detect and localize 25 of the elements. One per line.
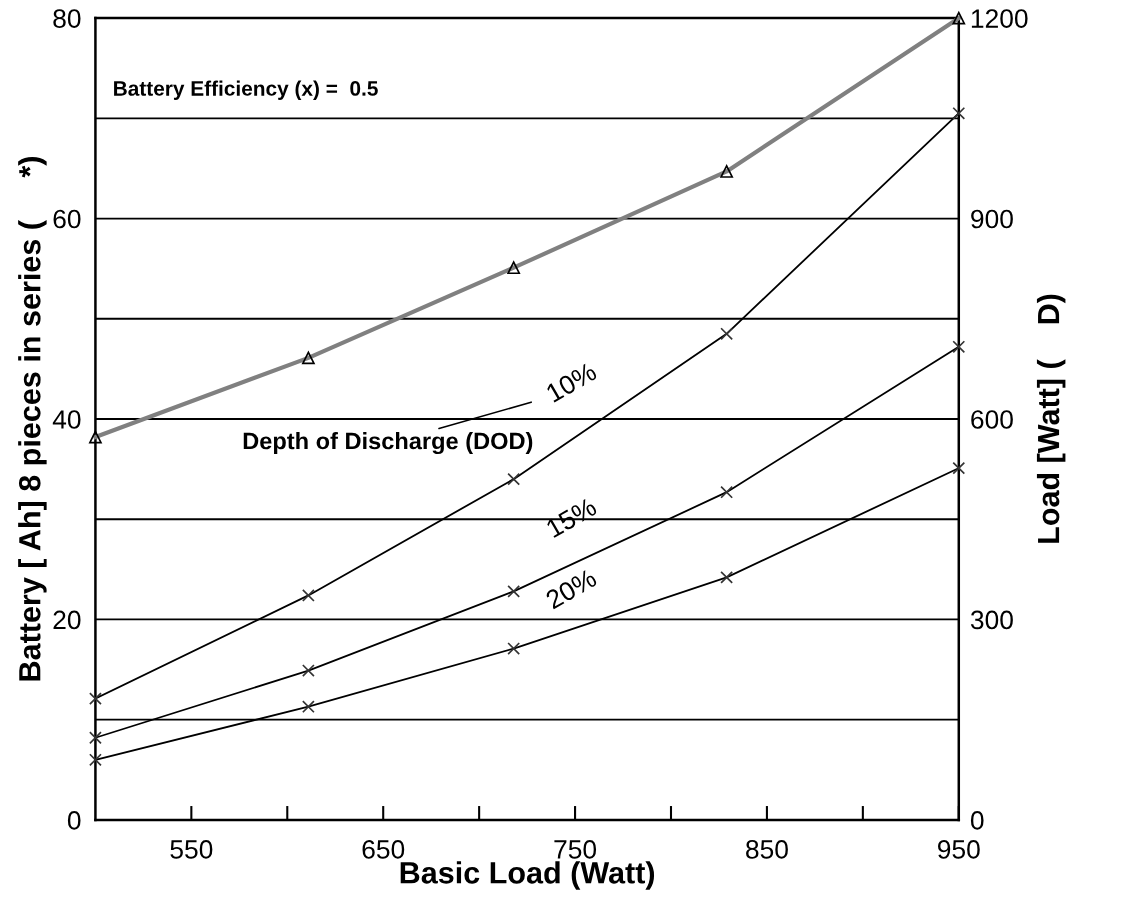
y2-axis-title: Load [Watt] ( D) [1036, 294, 1066, 543]
annotation: Depth of Discharge (DOD) [243, 432, 533, 455]
x-tick-label: 550 [170, 840, 213, 859]
y-tick-label: 0 [67, 811, 81, 830]
text: 20% [544, 568, 598, 610]
y2-tick-label: 300 [970, 610, 1013, 630]
y-axis-title: Battery [ Ah] 8 pieces in series ( *) [18, 157, 47, 681]
text: 10% [545, 361, 598, 403]
line-series [94, 345, 960, 739]
text: 15% [545, 497, 598, 539]
y-tick-label: 20 [53, 610, 81, 630]
x-tick-label: 650 [362, 840, 405, 859]
x-tick-label: 750 [554, 840, 597, 859]
y-tick-label: 40 [52, 410, 81, 429]
annotation: Battery Efficiency (x) = 0.5 [114, 80, 378, 100]
x-tick-label: 950 [938, 840, 980, 859]
y2-tick-label: 1200 [971, 9, 1028, 28]
y2-tick-label: 600 [971, 410, 1013, 429]
y2-tick-label: 0 [970, 811, 984, 830]
x-axis-title: Basic Load (Watt) [400, 861, 655, 890]
y-tick-label: 80 [53, 9, 81, 28]
line-series [94, 467, 960, 761]
y2-tick-label: 900 [971, 209, 1013, 229]
x-tick-label: 850 [746, 840, 788, 859]
y-tick-label: 60 [53, 209, 81, 229]
